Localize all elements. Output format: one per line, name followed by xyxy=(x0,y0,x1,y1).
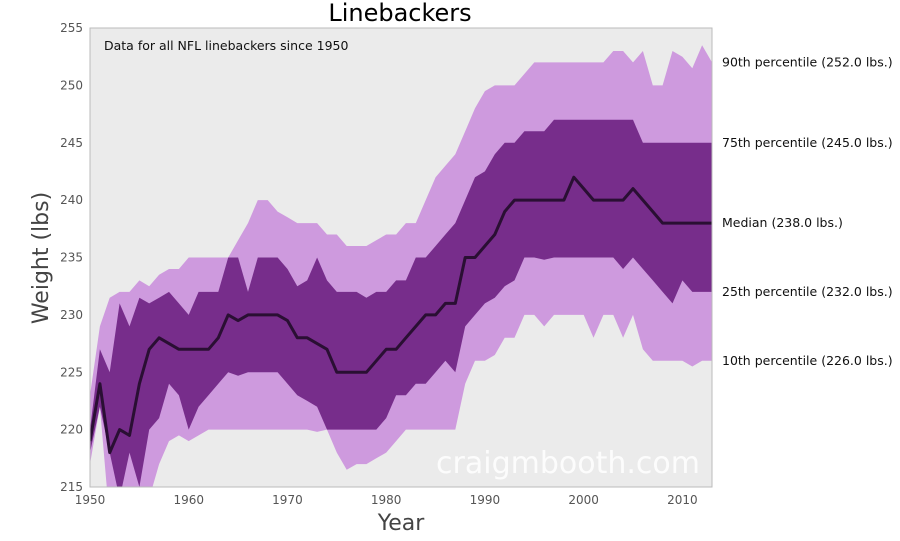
label-p25: 25th percentile (232.0 lbs.) xyxy=(722,284,893,299)
y-axis: 215 220 225 230 235 240 245 250 255 xyxy=(60,21,83,494)
label-p75: 75th percentile (245.0 lbs.) xyxy=(722,135,893,150)
y-axis-title: Weight (lbs) xyxy=(29,192,54,324)
x-tick-label: 1990 xyxy=(470,493,501,507)
y-tick-label: 240 xyxy=(60,193,83,207)
x-tick-label: 2010 xyxy=(667,493,698,507)
band-25th-75th-percentile xyxy=(90,119,712,487)
label-p10: 10th percentile (226.0 lbs.) xyxy=(722,353,893,368)
y-tick-label: 225 xyxy=(60,365,83,379)
x-tick-label: 1960 xyxy=(173,493,204,507)
y-tick-label: 250 xyxy=(60,78,83,92)
x-tick-label: 1950 xyxy=(75,493,106,507)
annotation: Data for all NFL linebackers since 1950 xyxy=(104,38,348,53)
y-tick-label: 255 xyxy=(60,21,83,35)
chart-title: Linebackers xyxy=(328,0,471,27)
watermark: craigmbooth.com xyxy=(436,446,700,481)
x-axis-title: Year xyxy=(377,511,426,536)
y-tick-label: 245 xyxy=(60,136,83,150)
median-line xyxy=(90,175,712,455)
y-tick-label: 235 xyxy=(60,251,83,265)
x-tick-label: 1980 xyxy=(371,493,402,507)
y-tick-label: 230 xyxy=(60,308,83,322)
label-p90: 90th percentile (252.0 lbs.) xyxy=(722,54,893,69)
y-tick-label: 215 xyxy=(60,480,83,494)
x-tick-label: 2000 xyxy=(568,493,599,507)
x-axis: 1950 1960 1970 1980 1990 2000 2010 xyxy=(75,493,698,507)
x-tick-label: 1970 xyxy=(272,493,303,507)
label-p50: Median (238.0 lbs.) xyxy=(722,215,843,230)
percentile-labels: 90th percentile (252.0 lbs.) 75th percent… xyxy=(722,54,893,367)
y-tick-label: 220 xyxy=(60,423,83,437)
band-layer xyxy=(90,45,712,487)
plot-frame xyxy=(89,27,713,488)
